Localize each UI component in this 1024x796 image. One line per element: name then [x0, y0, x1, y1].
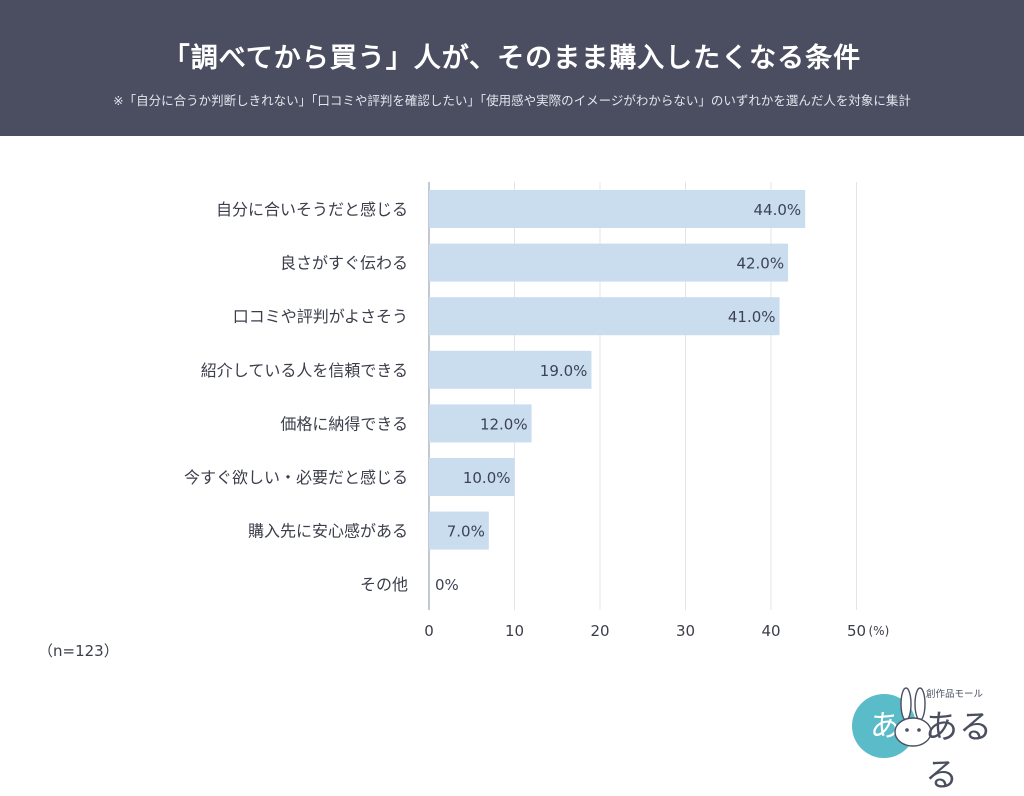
bar-1	[429, 243, 789, 282]
category-label-0: 自分に合いそうだと感じる	[216, 200, 408, 219]
x-tick-label-0: 0	[424, 622, 434, 640]
category-label-2: 口コミや評判がよさそう	[233, 307, 408, 326]
sample-size-label: （n=123）	[38, 642, 119, 660]
x-tick-label-40: 40	[761, 622, 780, 640]
value-label-0: 44.0%	[754, 201, 802, 219]
value-label-4: 12.0%	[480, 415, 528, 433]
logo-name: あるる	[925, 707, 993, 794]
bar-2	[429, 297, 780, 336]
x-tick-label-10: 10	[505, 622, 524, 640]
header-banner: 「調べてから買う」人が、そのまま購入したくなる条件 ※「自分に合うか判断しきれな…	[0, 0, 1024, 136]
value-label-7: 0%	[435, 576, 459, 594]
category-label-1: 良さがすぐ伝わる	[280, 254, 408, 273]
logo-badge-text: あ	[870, 709, 900, 744]
value-label-6: 7.0%	[447, 523, 485, 541]
logo-tagline: 創作品モール	[926, 689, 984, 700]
category-label-7: その他	[360, 575, 408, 594]
x-tick-label-50: 50	[847, 622, 866, 640]
logo: あ	[852, 687, 932, 758]
value-label-3: 19.0%	[540, 362, 588, 380]
x-tick-label-30: 30	[676, 622, 695, 640]
rabbit-icon	[894, 687, 932, 747]
value-label-1: 42.0%	[736, 255, 784, 273]
value-label-2: 41.0%	[728, 308, 776, 326]
bar-0	[429, 190, 806, 228]
value-label-5: 10.0%	[463, 469, 511, 487]
category-label-6: 購入先に安心感がある	[248, 522, 408, 541]
category-label-4: 価格に納得できる	[280, 414, 408, 433]
bar-4	[429, 404, 532, 443]
bar-6	[429, 511, 489, 550]
category-label-5: 今すぐ欲しい・必要だと感じる	[184, 468, 408, 487]
bar-chart: 自分に合いそうだと感じる 44.0% 良さがすぐ伝わる 42.0% 口コミや評判がよさそ…	[184, 182, 890, 640]
x-tick-label-20: 20	[590, 622, 609, 640]
bar-5	[429, 458, 515, 496]
bar-3	[429, 350, 592, 389]
chart-subtitle: ※「自分に合うか判断しきれない」「口コミや評判を確認したい」「使用感や実際のイメ…	[113, 93, 911, 108]
chart-title: 「調べてから買う」人が、そのまま購入したくなる条件	[162, 43, 862, 74]
category-label-3: 紹介している人を信頼できる	[201, 361, 408, 380]
x-unit-label: (%)	[869, 624, 890, 638]
